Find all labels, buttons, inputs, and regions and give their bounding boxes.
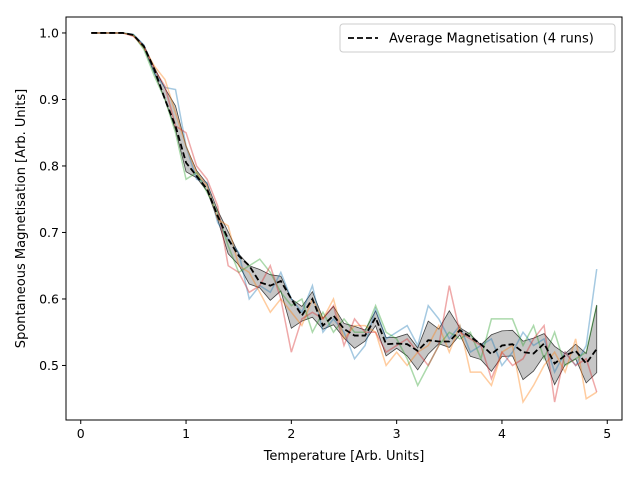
x-tick-label: 2 xyxy=(287,426,295,441)
y-tick-label: 0.6 xyxy=(39,291,59,306)
spread-band xyxy=(91,32,598,386)
x-axis-ticks: 0 1 2 3 4 5 xyxy=(77,420,611,441)
y-tick-label: 0.7 xyxy=(39,225,59,240)
x-axis-label: Temperature [Arb. Units] xyxy=(263,449,425,464)
x-tick-label: 0 xyxy=(77,426,85,441)
y-tick-label: 0.8 xyxy=(39,158,59,173)
x-tick-label: 5 xyxy=(603,426,611,441)
run-line-4 xyxy=(91,32,598,403)
x-tick-label: 1 xyxy=(182,426,190,441)
x-tick-label: 3 xyxy=(393,426,401,441)
average-line xyxy=(91,32,598,365)
y-axis-ticks: 0.5 0.6 0.7 0.8 0.9 1.0 xyxy=(39,25,66,373)
spread-band-layer xyxy=(91,32,598,386)
x-tick-label: 4 xyxy=(498,426,506,441)
legend-entry-average: Average Magnetisation (4 runs) xyxy=(389,32,594,47)
legend: Average Magnetisation (4 runs) xyxy=(339,23,616,53)
plot-frame xyxy=(65,16,623,421)
y-tick-label: 1.0 xyxy=(39,25,59,40)
y-axis-label: Spontaneous Magnetisation [Arb. Units] xyxy=(14,89,29,348)
run-line-3 xyxy=(91,32,598,388)
y-tick-label: 0.5 xyxy=(39,358,59,373)
run-lines-layer xyxy=(91,32,598,405)
run-line-2 xyxy=(91,32,598,405)
y-tick-label: 0.9 xyxy=(39,92,59,107)
run-line-1 xyxy=(91,32,598,375)
average-line-layer xyxy=(91,32,598,365)
legend-box xyxy=(339,23,616,53)
